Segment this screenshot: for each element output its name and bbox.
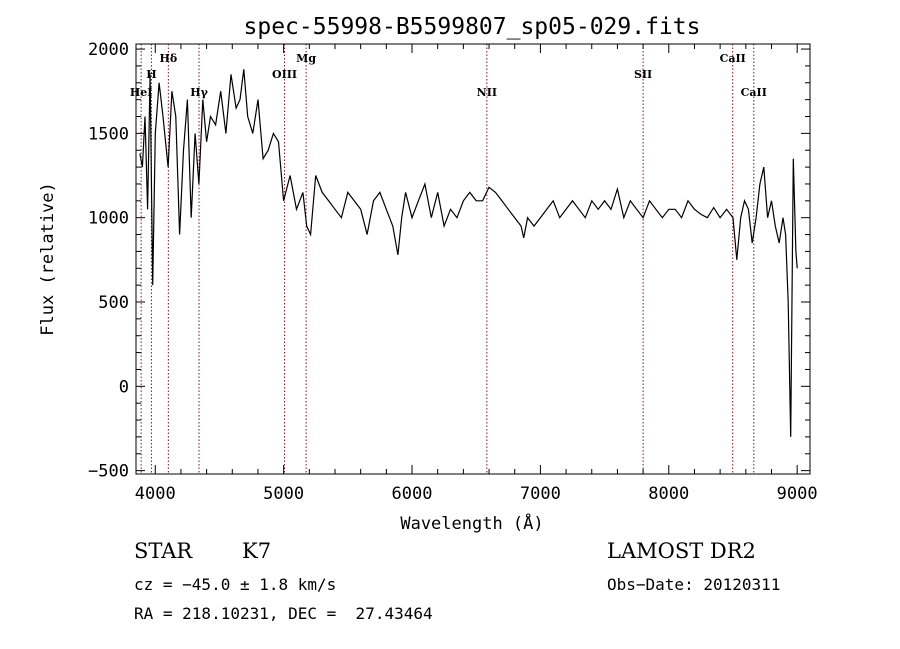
y-tick-label: 1500 — [88, 124, 129, 144]
observation-date: Obs−Date: 20120311 — [607, 575, 781, 594]
x-tick-label: 6000 — [392, 484, 433, 504]
spectral-line-label: Hγ — [190, 86, 208, 99]
spectral-line-label: Mg — [296, 52, 316, 65]
x-tick-label: 4000 — [135, 484, 176, 504]
spectral-line-markers: HeI HHδ Hγ OIII Mg NII SII CaII CaII — [130, 44, 767, 474]
chart-title: spec-55998-B5599807_sp05-029.fits — [244, 14, 701, 40]
y-tick-label: 0 — [119, 377, 129, 397]
y-tick-label: 1000 — [88, 209, 129, 229]
x-tick-label: 5000 — [263, 484, 304, 504]
spectral-line-label: OIII — [272, 68, 297, 81]
object-class: STAR — [134, 539, 193, 563]
spectral-line-label: HeI — [130, 86, 153, 99]
x-tick-label: 9000 — [777, 484, 818, 504]
y-tick-label: 500 — [98, 293, 129, 313]
axis-ticks: 4000 5000 6000 7000 8000 9000 −500 0 500 1000 1500… — [88, 40, 818, 504]
spectrum-series-line — [139, 69, 798, 437]
spectral-line-label: Hδ — [159, 52, 177, 65]
x-tick-label: 7000 — [520, 484, 561, 504]
y-tick-label: −500 — [88, 462, 129, 482]
spectral-line-label: NII — [477, 86, 497, 99]
redshift-velocity: cz = −45.0 ± 1.8 km/s — [134, 575, 337, 594]
plot-frame — [135, 43, 811, 475]
x-axis-label: Wavelength (Å) — [400, 512, 543, 534]
y-axis-label: Flux (relative) — [38, 182, 58, 336]
sky-coordinates: RA = 218.10231, DEC = 27.43464 — [134, 604, 433, 623]
x-tick-label: 8000 — [648, 484, 689, 504]
spectral-line-label: SII — [634, 68, 652, 81]
spectral-line-label: CaII — [720, 52, 746, 65]
spectral-subclass: K7 — [242, 539, 272, 563]
spectral-line-label: H — [146, 68, 156, 81]
spectral-line-label: CaII — [741, 86, 767, 99]
survey-name: LAMOST DR2 — [607, 539, 756, 563]
y-tick-label: 2000 — [88, 40, 129, 60]
